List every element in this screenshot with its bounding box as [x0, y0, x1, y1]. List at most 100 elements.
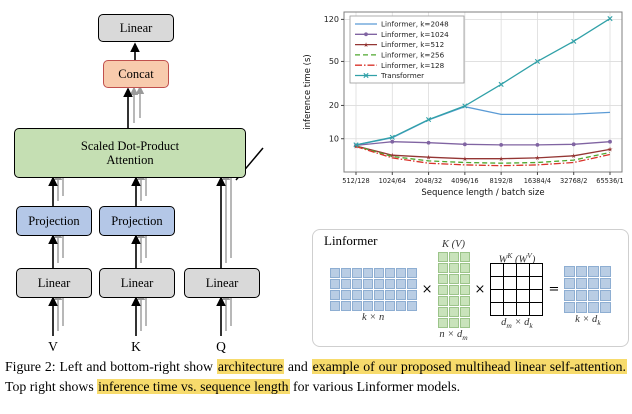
matrix-cell	[459, 317, 470, 328]
matrix-cell	[504, 303, 517, 315]
caption-highlight: architecture	[216, 359, 284, 374]
matrix-label-above: WK (WV)	[498, 251, 536, 266]
matrix-cell	[530, 277, 543, 289]
matrix-cell	[340, 268, 351, 278]
matrix-operator: =	[548, 282, 560, 297]
matrix-cell	[491, 303, 504, 315]
legend-entry-5: Transformer	[380, 71, 424, 80]
matrix-cell	[362, 268, 373, 278]
svg-text:32768/2: 32768/2	[560, 177, 587, 185]
matrix-cell	[351, 279, 362, 289]
matrix-grid	[490, 263, 544, 316]
matrix-cell	[530, 264, 543, 276]
matrix-cell	[329, 301, 340, 311]
matrix-cell	[459, 295, 470, 306]
svg-text:★: ★	[363, 41, 369, 49]
matrix-cell	[491, 290, 504, 302]
matrix-cell	[564, 290, 576, 301]
matrix-panel-title: Linformer	[324, 233, 378, 248]
matrix-cell	[395, 268, 406, 278]
svg-text:★: ★	[535, 154, 541, 162]
linear-box-v: Linear	[16, 268, 92, 298]
svg-text:10: 10	[329, 134, 339, 143]
matrix-cell	[329, 268, 340, 278]
matrix-cell	[459, 284, 470, 295]
chart-series-5	[355, 18, 611, 146]
matrix-cell	[576, 290, 588, 301]
chart-svg: 10 20 50 120 512/128 1024/64 2048/32 4096/16 819…	[303, 11, 624, 198]
output-linear-label: Linear	[119, 20, 153, 35]
matrix-cell	[576, 278, 588, 289]
svg-text:★: ★	[426, 154, 432, 162]
matrix-cell	[600, 302, 612, 313]
input-label-q: Q	[216, 339, 226, 354]
legend-entry-1: Linformer, k=1024	[381, 30, 449, 39]
matrix-cell	[504, 277, 517, 289]
matrix-label-above	[372, 254, 375, 268]
matrix-result: k × dk	[564, 252, 612, 327]
matrix-cell	[406, 268, 417, 278]
caption-text: and	[283, 359, 312, 374]
matrix-cell	[448, 317, 459, 328]
matrix-operator: ×	[421, 282, 433, 297]
svg-text:inference time (s): inference time (s)	[303, 54, 313, 129]
matrix-label-below: dm × dk	[501, 317, 533, 331]
matrix-grid	[437, 251, 470, 328]
matrix-row: k × n × K (V) n × dm × WK (WV) dm × dk = k × dk	[313, 230, 628, 346]
matrix-cell	[491, 264, 504, 276]
matrix-cell	[362, 279, 373, 289]
caption-highlight: inference time vs. sequence length	[97, 378, 290, 394]
chart-series-4	[355, 145, 611, 167]
attention-box: Scaled Dot-Product Attention	[14, 128, 246, 178]
matrix-cell	[459, 262, 470, 273]
matrix-cell	[384, 279, 395, 289]
attention-label-line2: Attention	[106, 153, 154, 167]
svg-text:4096/16: 4096/16	[451, 177, 478, 185]
matrix-label-above: K (V)	[442, 238, 466, 250]
matrix-cell	[340, 301, 351, 311]
matrix-label-below: k × n	[362, 312, 385, 323]
matrix-cell	[437, 284, 448, 295]
svg-text:★: ★	[389, 151, 395, 159]
matrix-cell	[504, 290, 517, 302]
chart-series-3	[355, 145, 611, 164]
matrix-cell	[576, 302, 588, 313]
legend-entry-0: Linformer, k=2048	[381, 20, 449, 29]
matrix-cell	[406, 279, 417, 289]
svg-text:Sequence length / batch size: Sequence length / batch size	[421, 188, 544, 198]
svg-text:50: 50	[329, 57, 339, 66]
matrix-cell	[373, 290, 384, 300]
legend-entry-2: Linformer, k=512	[381, 40, 444, 49]
matrix-cell	[351, 290, 362, 300]
matrix-cell	[437, 251, 448, 262]
matrix-cell	[384, 301, 395, 311]
matrix-cell	[340, 279, 351, 289]
svg-text:8192/8: 8192/8	[490, 177, 513, 185]
chart-series-1	[355, 141, 611, 147]
matrix-cell	[459, 273, 470, 284]
svg-text:★: ★	[571, 152, 577, 160]
svg-text:65536/1: 65536/1	[596, 177, 623, 185]
output-linear-box: Linear	[98, 14, 174, 42]
input-label-k: K	[131, 339, 141, 354]
matrix-cell	[448, 262, 459, 273]
projection-label: Projection	[111, 213, 163, 228]
matrix-input: k × n	[329, 254, 417, 325]
matrix-cell	[564, 278, 576, 289]
concat-box: Concat	[103, 60, 169, 88]
matrix-cell	[437, 317, 448, 328]
matrix-cell	[373, 268, 384, 278]
matrix-cell	[437, 295, 448, 306]
matrix-cell	[504, 264, 517, 276]
projection-label: Projection	[28, 213, 80, 228]
matrix-cell	[406, 290, 417, 300]
matrix-cell	[448, 284, 459, 295]
caption-text: Top right shows	[5, 378, 98, 394]
matrix-cell	[448, 251, 459, 262]
matrix-cell	[384, 290, 395, 300]
inference-time-chart: 10 20 50 120 512/128 1024/64 2048/32 4096/16 819…	[300, 4, 630, 220]
matrix-cell	[362, 301, 373, 311]
svg-text:★: ★	[498, 155, 504, 163]
matrix-cell	[576, 266, 588, 277]
